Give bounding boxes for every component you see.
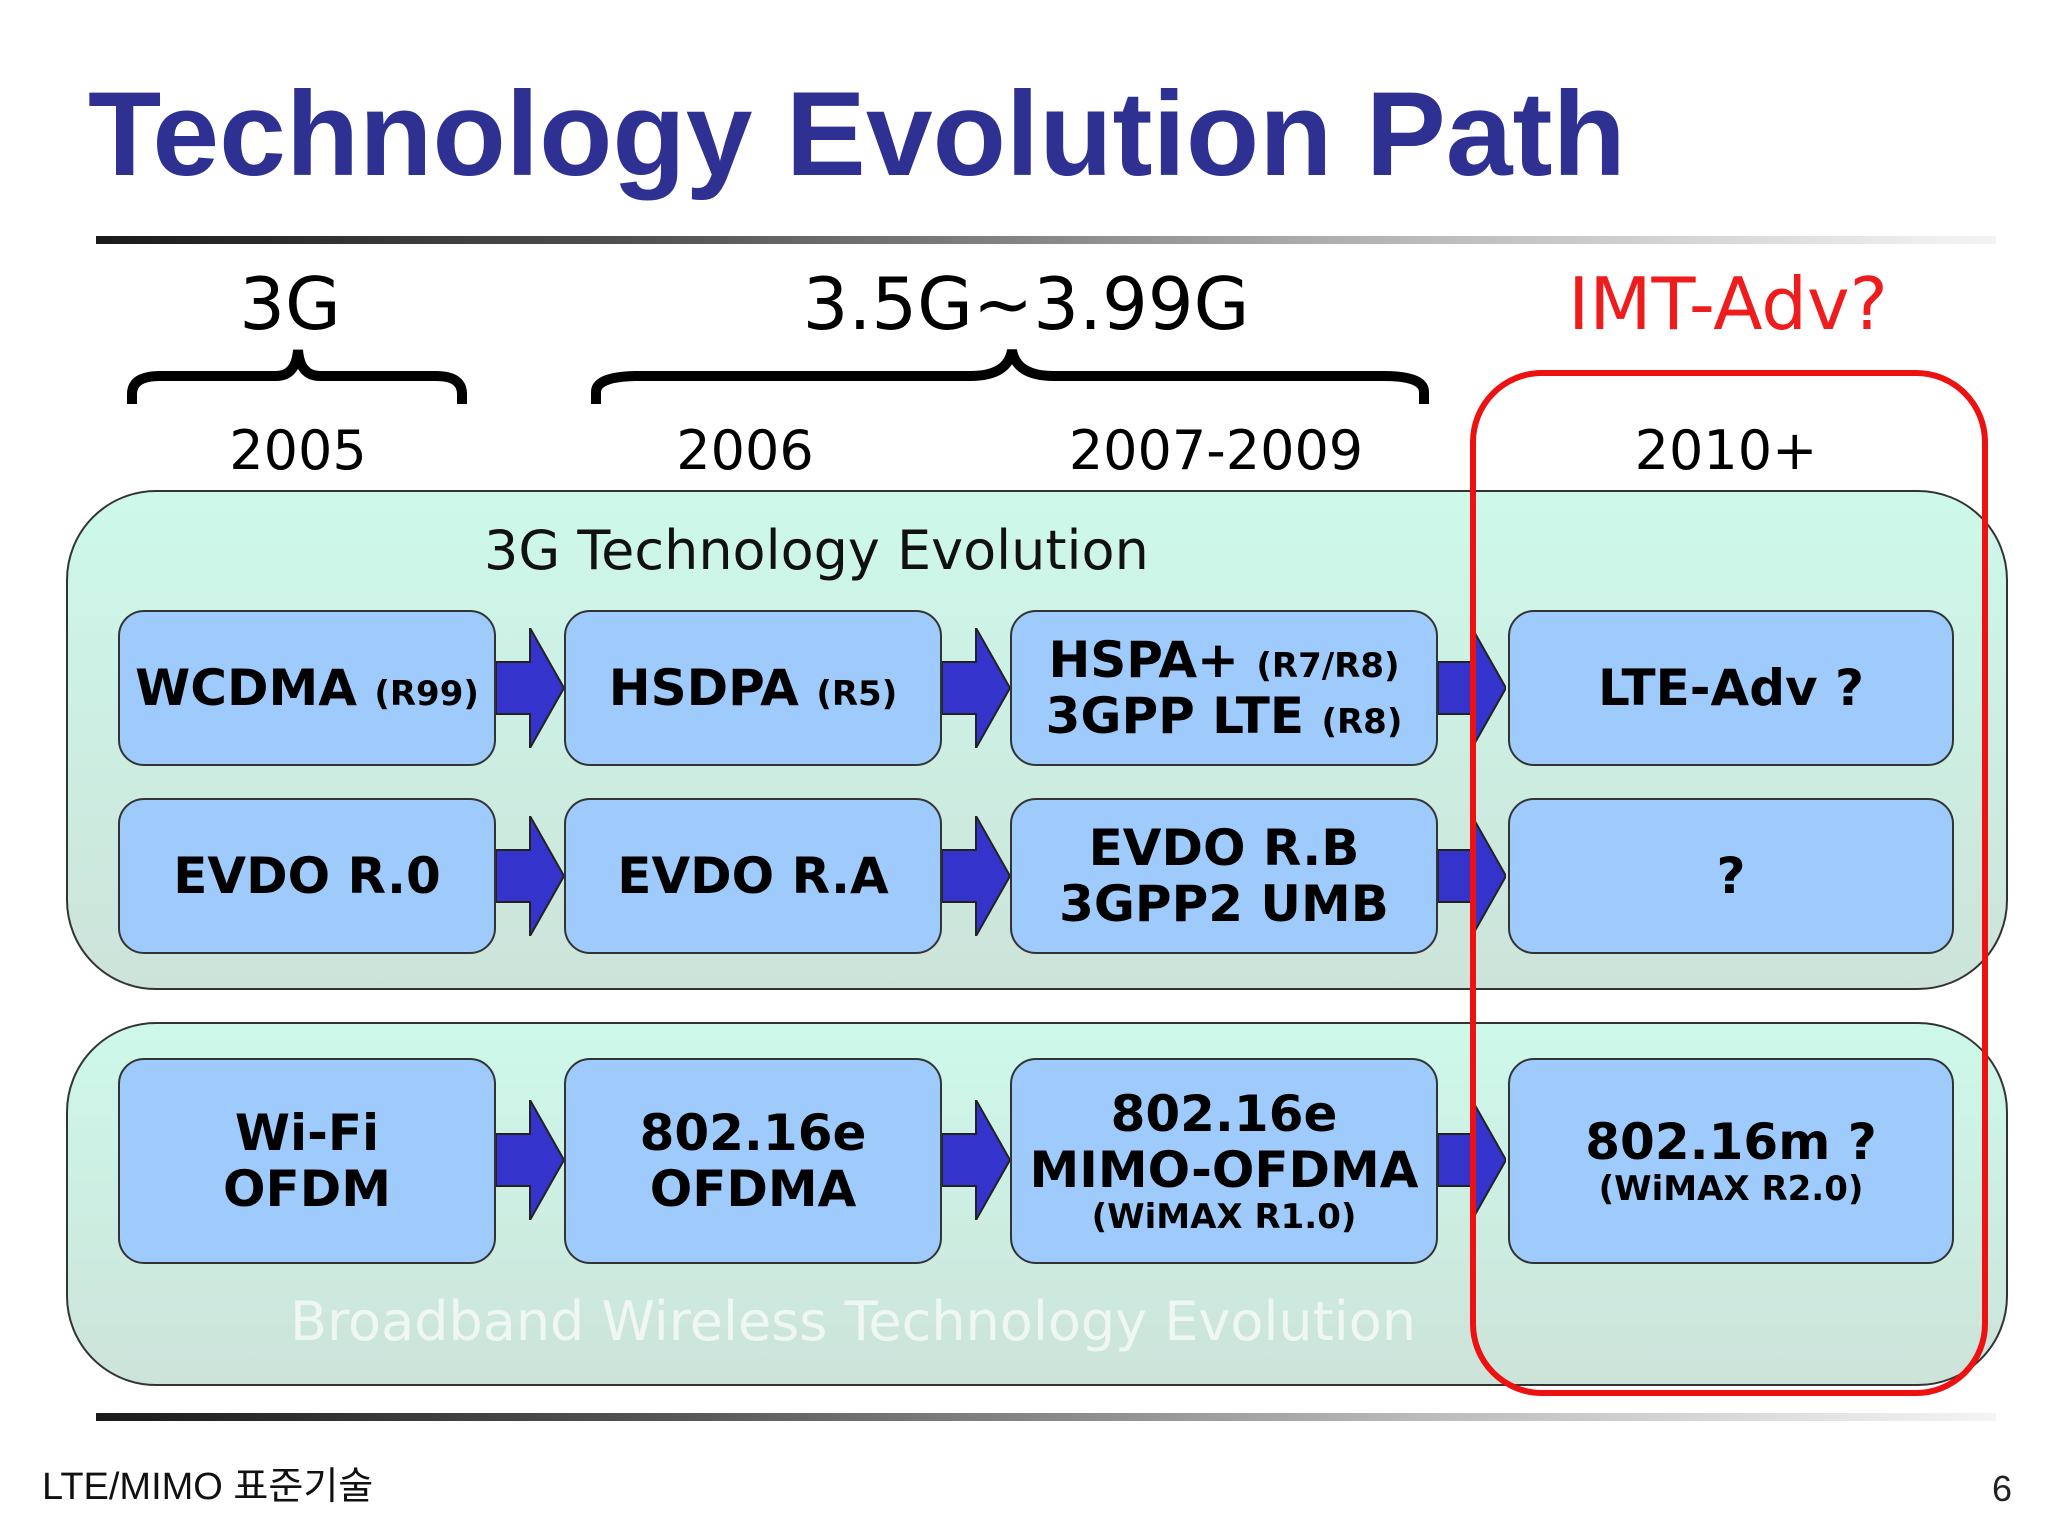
box-hsdpa: HSDPA (R5) (564, 610, 942, 766)
arrow-row3-2 (942, 1100, 1010, 1220)
year-2005: 2005 (229, 419, 367, 482)
arrow-row2-2 (942, 816, 1010, 936)
arrow-row1-2 (942, 628, 1010, 748)
box-evdo-ra: EVDO R.A (564, 798, 942, 954)
box-unknown-3gpp2: ? (1508, 798, 1954, 954)
year-2010-plus: 2010+ (1634, 419, 1818, 482)
generation-imt-adv-label: IMT-Adv? (1568, 262, 1888, 346)
top-divider (96, 236, 1996, 244)
slide-title: Technology Evolution Path (88, 67, 1626, 201)
box-wcdma: WCDMA (R99) (118, 610, 496, 766)
generation-35g-label: 3.5G~3.99G (802, 262, 1250, 346)
brace-35g (591, 348, 1429, 404)
box-lte-adv: LTE-Adv ? (1508, 610, 1954, 766)
arrow-row3-1 (496, 1100, 564, 1220)
arrow-row1-1 (496, 628, 564, 748)
box-wifi-ofdm: Wi-Fi OFDM (118, 1058, 496, 1264)
arrow-row2-1 (496, 816, 564, 936)
box-evdo-rb-umb: EVDO R.B 3GPP2 UMB (1010, 798, 1438, 954)
box-80216m: 802.16m ? (WiMAX R2.0) (1508, 1058, 1954, 1264)
box-80216e-mimo-ofdma: 802.16e MIMO-OFDMA (WiMAX R1.0) (1010, 1058, 1438, 1264)
box-hspa-plus-lte: HSPA+ (R7/R8) 3GPP LTE (R8) (1010, 610, 1438, 766)
brace-3g (127, 349, 467, 404)
year-2007-2009: 2007-2009 (1068, 419, 1364, 482)
footer-text: LTE/MIMO 표준기술 (42, 1466, 374, 1508)
imt-adv-highlight-outline (1470, 370, 1988, 1396)
year-2006: 2006 (676, 419, 814, 482)
generation-3g-label: 3G (239, 262, 341, 346)
page-number: 6 (1992, 1468, 2013, 1509)
bottom-divider (96, 1413, 1996, 1421)
box-80216e-ofdma: 802.16e OFDMA (564, 1058, 942, 1264)
box-evdo-r0: EVDO R.0 (118, 798, 496, 954)
panel-3g-label: 3G Technology Evolution (484, 519, 1149, 582)
generation-braces (127, 348, 1429, 404)
panel-broadband-label: Broadband Wireless Technology Evolution (290, 1290, 1417, 1353)
